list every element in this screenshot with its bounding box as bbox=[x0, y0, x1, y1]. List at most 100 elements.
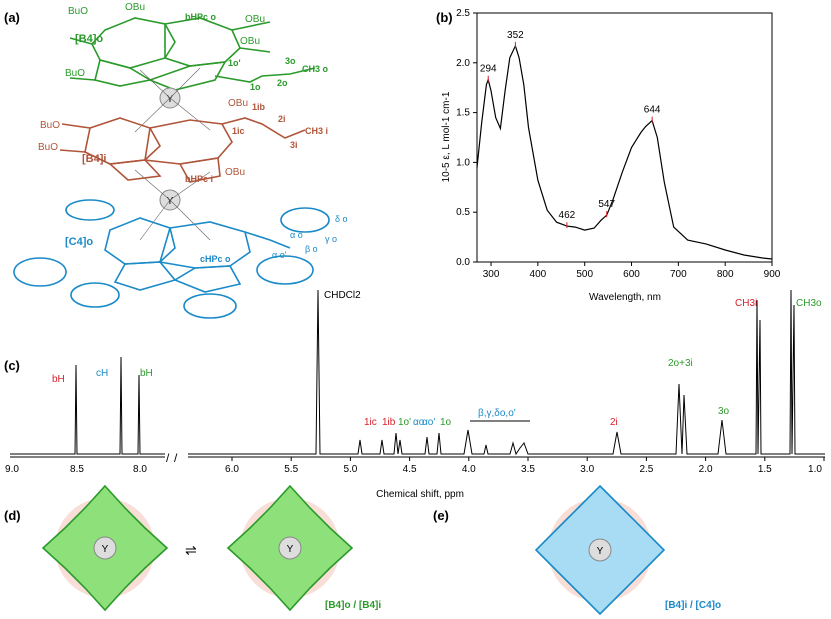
svg-text:Y: Y bbox=[597, 546, 604, 557]
panel-label-b: (b) bbox=[436, 10, 453, 25]
greek-alpha-o-prime: α o' bbox=[272, 250, 287, 260]
uvvis-plot-frame bbox=[476, 12, 773, 263]
chain-1ib: 1ib bbox=[252, 102, 266, 112]
chain-1ic: 1ic bbox=[232, 126, 245, 136]
label-1ic: 1ic bbox=[364, 417, 377, 428]
greek-beta-o: β o bbox=[305, 244, 318, 254]
nmr-spectrum: / / 9.0 8.5 8.0 6.0 5.5 5.0 4.5 4.0 3.5 3.0 2.5 2.0… bbox=[5, 289, 825, 500]
chain-3o: 3o bbox=[285, 56, 296, 66]
scheme-d: Y ⇌ Y [B4]o / [B4]i bbox=[41, 484, 381, 612]
solvent-label: CHDCl2 bbox=[324, 290, 361, 301]
equilibrium-arrow: ⇌ bbox=[185, 542, 197, 558]
nmr-tick-label: 2.5 bbox=[639, 464, 653, 475]
top-sub-obu-3: OBu bbox=[240, 36, 260, 47]
uvvis-peak-label: 352 bbox=[507, 30, 524, 41]
nmr-tick-label: 5.0 bbox=[343, 464, 357, 475]
panel-label-e: (e) bbox=[433, 508, 449, 523]
label-2o-3i: 2o+3i bbox=[668, 358, 693, 369]
chain-ch3o: CH3 o bbox=[302, 64, 329, 74]
nmr-tick-label: 4.0 bbox=[462, 464, 476, 475]
macrocycle-d-left: Y bbox=[41, 484, 169, 612]
nmr-tick-label: 1.5 bbox=[758, 464, 772, 475]
uvvis-xtick-label: 900 bbox=[764, 269, 781, 280]
label-3o: 3o bbox=[718, 406, 730, 417]
scheme-e-label: [B4]i / [C4]o bbox=[665, 600, 721, 611]
triple-decker-structure: OBu OBu BuO BuO OBu [B4]o bHPc o 1o' 1o … bbox=[13, 2, 348, 319]
mid-sub-buo-2: BuO bbox=[38, 142, 58, 153]
uvvis-ytick-label: 0.5 bbox=[456, 207, 470, 218]
top-sub-obu-2: OBu bbox=[245, 14, 265, 25]
svg-text:Y: Y bbox=[167, 196, 174, 207]
uvvis-ylabel: 10-5 ε, L mol-1 cm-1 bbox=[441, 91, 452, 182]
chain-3i: 3i bbox=[290, 140, 298, 150]
nmr-tick-label: 8.5 bbox=[70, 464, 84, 475]
uvvis-series-line bbox=[476, 44, 773, 260]
nmr-tick-label: 6.0 bbox=[225, 464, 239, 475]
panel-label-c: (c) bbox=[4, 358, 20, 373]
label-alpha-o: αo bbox=[413, 417, 425, 428]
uvvis-ytick-label: 1.5 bbox=[456, 108, 470, 119]
uvvis-xtick-label: 800 bbox=[717, 269, 734, 280]
nmr-tick-label: 2.0 bbox=[699, 464, 713, 475]
uvvis-xtick-label: 400 bbox=[530, 269, 547, 280]
greek-alpha-o: α o bbox=[290, 230, 303, 240]
label-1o: 1o bbox=[440, 417, 452, 428]
chain-ch3i: CH3 i bbox=[305, 126, 328, 136]
label-1o-prime: 1o' bbox=[398, 417, 411, 428]
uvvis-ytick-label: 1.0 bbox=[456, 157, 470, 168]
panel-label-d: (d) bbox=[4, 508, 21, 523]
axis-break-1: / bbox=[166, 451, 170, 465]
uvvis-ytick-label: 2.0 bbox=[456, 58, 470, 69]
axis-break-2: / bbox=[174, 451, 178, 465]
coordination-lines bbox=[134, 67, 211, 241]
bottom-phthalocyanine-ring bbox=[13, 199, 330, 319]
nmr-xlabel: Chemical shift, ppm bbox=[376, 489, 464, 500]
label-bHo: bH bbox=[140, 368, 153, 379]
mid-sub-obu-1: OBu bbox=[228, 98, 248, 109]
uvvis-peak-label: 294 bbox=[480, 64, 497, 75]
nmr-tick-label: 3.5 bbox=[521, 464, 535, 475]
svg-text:Y: Y bbox=[287, 544, 294, 555]
uvvis-peak-label: 462 bbox=[559, 210, 576, 221]
chain-1o-prime: 1o' bbox=[228, 58, 241, 68]
label-greek-range: β,γ,δo,o' bbox=[478, 408, 516, 419]
top-phthalocyanine-ring bbox=[69, 17, 316, 91]
nmr-tick-label: 9.0 bbox=[5, 464, 19, 475]
uvvis-peak-labels: 294 352 462 547 644 bbox=[480, 30, 661, 229]
macrocycle-d-right: Y bbox=[226, 484, 354, 612]
uvvis-chart: 300 400 500 600 700 800 9000.00.51.01.52.02.5 … bbox=[441, 8, 781, 303]
nmr-tick-label: 5.5 bbox=[284, 464, 298, 475]
nmr-tick-label: 4.5 bbox=[403, 464, 417, 475]
mid-sub-obu-2: OBu bbox=[225, 167, 245, 178]
middle-ring-label: [B4]i bbox=[82, 153, 106, 165]
label-cHo: cH bbox=[96, 368, 108, 379]
top-ring-h-label: bHPc o bbox=[185, 12, 217, 22]
chain-1o: 1o bbox=[250, 82, 261, 92]
uvvis-xtick-label: 700 bbox=[670, 269, 687, 280]
macrocycle-e: Y bbox=[534, 484, 666, 616]
top-sub-obu-1: OBu bbox=[125, 2, 145, 13]
label-1ib: 1ib bbox=[382, 417, 396, 428]
scheme-d-label: [B4]o / [B4]i bbox=[325, 600, 381, 611]
svg-text:Y: Y bbox=[102, 544, 109, 555]
label-ch3o: CH3o bbox=[796, 298, 822, 309]
panel-label-a: (a) bbox=[4, 10, 20, 25]
uvvis-ytick-label: 2.5 bbox=[456, 8, 470, 19]
top-sub-buo-2: BuO bbox=[65, 68, 85, 79]
label-2i: 2i bbox=[610, 417, 618, 428]
bottom-ring-label: [C4]o bbox=[65, 236, 93, 248]
uvvis-ytick-label: 0.0 bbox=[456, 257, 470, 268]
top-ring-label: [B4]o bbox=[75, 33, 103, 45]
label-alpha-o-prime: αo' bbox=[422, 417, 435, 428]
chain-2o: 2o bbox=[277, 78, 288, 88]
uvvis-ticks: 300 400 500 600 700 800 900 0.0 0.5 1.0 1.5 2.0 2.5 bbox=[456, 8, 781, 280]
uvvis-xlabel: Wavelength, nm bbox=[589, 292, 661, 303]
uvvis-xtick-label: 500 bbox=[576, 269, 593, 280]
greek-delta-o: δ o bbox=[335, 214, 348, 224]
nmr-tick-label: 8.0 bbox=[133, 464, 147, 475]
nmr-tick-label: 3.0 bbox=[580, 464, 594, 475]
nmr-ticks: 9.0 8.5 8.0 6.0 5.5 5.0 4.5 4.0 3.5 3.0 2.5 2.0 1.5 1… bbox=[5, 457, 825, 475]
middle-phthalocyanine-ring bbox=[59, 117, 306, 183]
